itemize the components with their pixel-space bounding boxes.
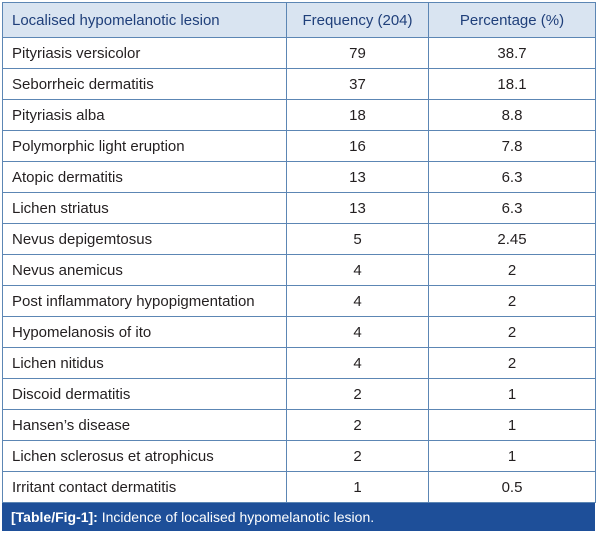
caption-text: Incidence of localised hypomelanotic les… [97,509,375,525]
table-row: Discoid dermatitis 2 1 [2,378,596,410]
table-header-row: Localised hypomelanotic lesion Frequency… [2,2,596,38]
cell-percentage: 7.8 [428,130,596,162]
cell-lesion: Nevus depigemtosus [2,223,287,255]
table-row: Hansen’s disease 2 1 [2,409,596,441]
cell-frequency: 37 [286,68,429,100]
table-row: Lichen nitidus 4 2 [2,347,596,379]
cell-percentage: 6.3 [428,192,596,224]
table-row: Polymorphic light eruption 16 7.8 [2,130,596,162]
header-percentage: Percentage (%) [428,2,596,38]
table-row: Pityriasis versicolor 79 38.7 [2,37,596,69]
cell-percentage: 2 [428,285,596,317]
cell-lesion: Lichen nitidus [2,347,287,379]
cell-frequency: 4 [286,285,429,317]
cell-percentage: 2.45 [428,223,596,255]
cell-lesion: Seborrheic dermatitis [2,68,287,100]
table-row: Irritant contact dermatitis 1 0.5 [2,471,596,503]
table-row: Nevus depigemtosus 5 2.45 [2,223,596,255]
incidence-table: Localised hypomelanotic lesion Frequency… [2,2,596,503]
cell-frequency: 2 [286,378,429,410]
header-lesion: Localised hypomelanotic lesion [2,2,287,38]
cell-percentage: 18.1 [428,68,596,100]
caption-label: [Table/Fig-1]: [11,509,98,525]
cell-frequency: 2 [286,440,429,472]
cell-percentage: 1 [428,409,596,441]
table-row: Post inflammatory hypopigmentation 4 2 [2,285,596,317]
cell-lesion: Hypomelanosis of ito [2,316,287,348]
cell-percentage: 6.3 [428,161,596,193]
cell-lesion: Lichen sclerosus et atrophicus [2,440,287,472]
cell-lesion: Pityriasis alba [2,99,287,131]
table-row: Hypomelanosis of ito 4 2 [2,316,596,348]
cell-frequency: 16 [286,130,429,162]
cell-frequency: 79 [286,37,429,69]
table-row: Atopic dermatitis 13 6.3 [2,161,596,193]
cell-lesion: Hansen’s disease [2,409,287,441]
cell-lesion: Irritant contact dermatitis [2,471,287,503]
table-row: Lichen sclerosus et atrophicus 2 1 [2,440,596,472]
table-row: Pityriasis alba 18 8.8 [2,99,596,131]
table-row: Lichen striatus 13 6.3 [2,192,596,224]
cell-percentage: 2 [428,316,596,348]
table-caption: [Table/Fig-1]: Incidence of localised hy… [2,503,595,531]
cell-lesion: Atopic dermatitis [2,161,287,193]
cell-frequency: 18 [286,99,429,131]
cell-lesion: Lichen striatus [2,192,287,224]
cell-percentage: 2 [428,347,596,379]
cell-percentage: 0.5 [428,471,596,503]
cell-lesion: Nevus anemicus [2,254,287,286]
cell-lesion: Pityriasis versicolor [2,37,287,69]
cell-frequency: 4 [286,316,429,348]
cell-percentage: 1 [428,378,596,410]
cell-lesion: Discoid dermatitis [2,378,287,410]
cell-percentage: 1 [428,440,596,472]
cell-frequency: 13 [286,192,429,224]
cell-frequency: 5 [286,223,429,255]
cell-frequency: 4 [286,347,429,379]
cell-lesion: Post inflammatory hypopigmentation [2,285,287,317]
cell-lesion: Polymorphic light eruption [2,130,287,162]
cell-percentage: 2 [428,254,596,286]
table-row: Seborrheic dermatitis 37 18.1 [2,68,596,100]
cell-frequency: 13 [286,161,429,193]
cell-frequency: 2 [286,409,429,441]
table-body: Pityriasis versicolor 79 38.7 Seborrheic de… [2,37,596,503]
cell-percentage: 38.7 [428,37,596,69]
cell-frequency: 4 [286,254,429,286]
cell-percentage: 8.8 [428,99,596,131]
table-row: Nevus anemicus 4 2 [2,254,596,286]
cell-frequency: 1 [286,471,429,503]
header-frequency: Frequency (204) [286,2,429,38]
